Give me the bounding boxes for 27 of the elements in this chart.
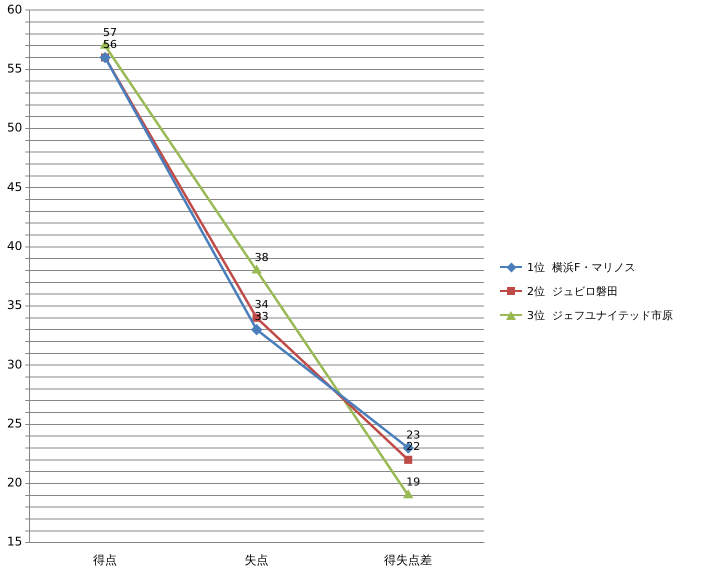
point bbox=[251, 324, 262, 336]
y-tick-label: 40 bbox=[6, 238, 22, 253]
x-tick-label: 得失点差 bbox=[384, 552, 432, 567]
y-tick-label: 45 bbox=[6, 180, 22, 194]
legend-label: 3位 ジェフユナイテッド市原 bbox=[527, 308, 673, 322]
point bbox=[252, 264, 262, 274]
data-label: 34 bbox=[254, 298, 269, 312]
legend-label: 1位 横浜F・マリノス bbox=[527, 260, 636, 274]
y-tick-label: 15 bbox=[6, 534, 22, 549]
data-label: 33 bbox=[254, 310, 269, 323]
y-tick-label: 25 bbox=[6, 416, 22, 430]
y-tick-label: 30 bbox=[6, 357, 22, 372]
data-label: 23 bbox=[406, 428, 420, 442]
point bbox=[404, 456, 412, 464]
x-tick-label: 失点 bbox=[244, 552, 269, 567]
data-label: 38 bbox=[254, 250, 269, 264]
y-tick-label: 50 bbox=[6, 120, 22, 135]
data-label: 22 bbox=[406, 440, 420, 454]
y-tick-label: 60 bbox=[6, 2, 22, 16]
y-tick-label: 20 bbox=[6, 476, 22, 490]
data-label: 19 bbox=[406, 476, 420, 489]
x-tick-label: 得点 bbox=[93, 552, 118, 567]
data-label: 57 bbox=[103, 26, 118, 40]
point bbox=[403, 490, 414, 498]
legend-label: 2位 ジュビロ磐田 bbox=[527, 284, 618, 298]
y-tick-label: 35 bbox=[6, 298, 22, 312]
y-tick-label: 55 bbox=[6, 61, 22, 76]
